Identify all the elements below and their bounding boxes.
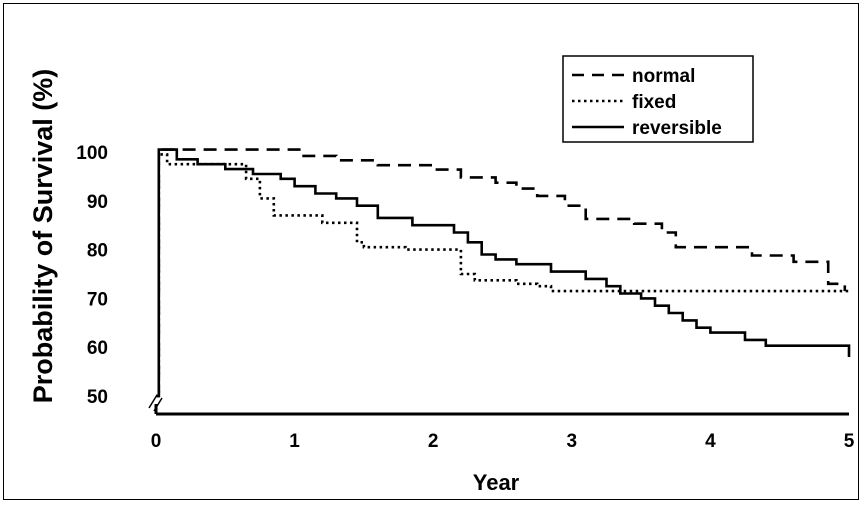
x-tick-label: 1 — [289, 431, 300, 452]
axes — [148, 394, 849, 416]
series-line-normal — [156, 148, 847, 398]
legend-label-reversible: reversible — [632, 118, 722, 139]
legend-label-fixed: fixed — [632, 92, 676, 113]
axis-break-mark — [148, 394, 158, 409]
series-layer — [156, 148, 851, 398]
legend: normal fixed reversible — [562, 55, 754, 143]
series-line-reversible — [156, 148, 851, 398]
x-tick-label: 4 — [705, 431, 716, 452]
chart-frame — [3, 3, 859, 500]
x-axis-label: Year — [473, 470, 520, 495]
axis-break-mark — [153, 397, 163, 412]
x-tick-label: 3 — [567, 431, 578, 452]
y-tick-label: 80 — [87, 241, 108, 262]
y-tick-label: 100 — [76, 143, 108, 164]
x-tick-label: 0 — [151, 431, 162, 452]
y-tick-label: 70 — [87, 289, 108, 310]
tick-labels: 0 1 2 3 4 5 50 60 70 80 90 100 — [76, 143, 854, 452]
x-tick-label: 2 — [428, 431, 439, 452]
y-axis-label: Probability of Survival (%) — [28, 69, 58, 404]
y-tick-label: 50 — [87, 387, 108, 408]
y-tick-label: 90 — [87, 192, 108, 213]
x-tick-label: 5 — [844, 431, 855, 452]
legend-label-normal: normal — [632, 66, 695, 87]
series-line-fixed — [156, 153, 849, 398]
y-tick-label: 60 — [87, 338, 108, 359]
